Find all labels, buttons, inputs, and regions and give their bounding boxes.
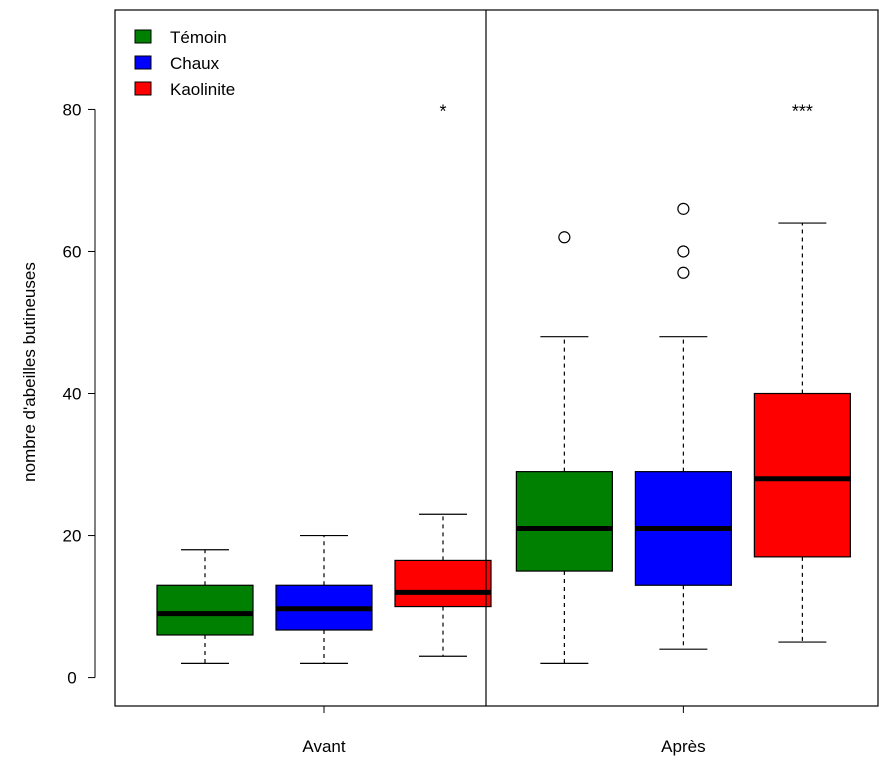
significance-marker: *** [792,101,813,121]
y-tick-label: 0 [67,669,76,688]
plot-layer: * *** [156,101,851,664]
legend-swatch [134,29,152,44]
box-après-1 [634,202,732,650]
y-tick-label: 20 [63,527,82,546]
outlier-point [558,231,571,244]
legend-swatch [134,81,152,96]
outlier-point [677,202,690,215]
legend-label: Témoin [170,28,227,47]
axes-layer: 0 20 40 60 80 Avant Après [63,9,879,756]
outlier-point [677,245,690,258]
box-body [156,584,254,636]
box-body [515,471,613,572]
legend-label: Chaux [170,54,220,73]
box-avant-1 [275,534,373,664]
x-tick-label: Avant [302,737,345,756]
y-tick-label: 80 [63,100,82,119]
plot-frame [114,9,879,707]
box-après-2 [753,222,851,643]
x-tick-label: Après [661,737,705,756]
significance-marker: * [439,101,446,121]
outlier-point [677,266,690,279]
box-avant-0 [156,549,254,664]
box-avant-2 [394,513,492,657]
legend: Témoin Chaux Kaolinite [134,28,235,99]
legend-label: Kaolinite [170,80,235,99]
y-axis-label: nombre d'abeilles butineuses [20,262,39,482]
box-body [394,559,492,608]
legend-swatch [134,55,152,70]
box-body [753,392,851,558]
box-après-0 [515,231,613,664]
y-tick-label: 60 [63,242,82,261]
y-tick-label: 40 [63,385,82,404]
